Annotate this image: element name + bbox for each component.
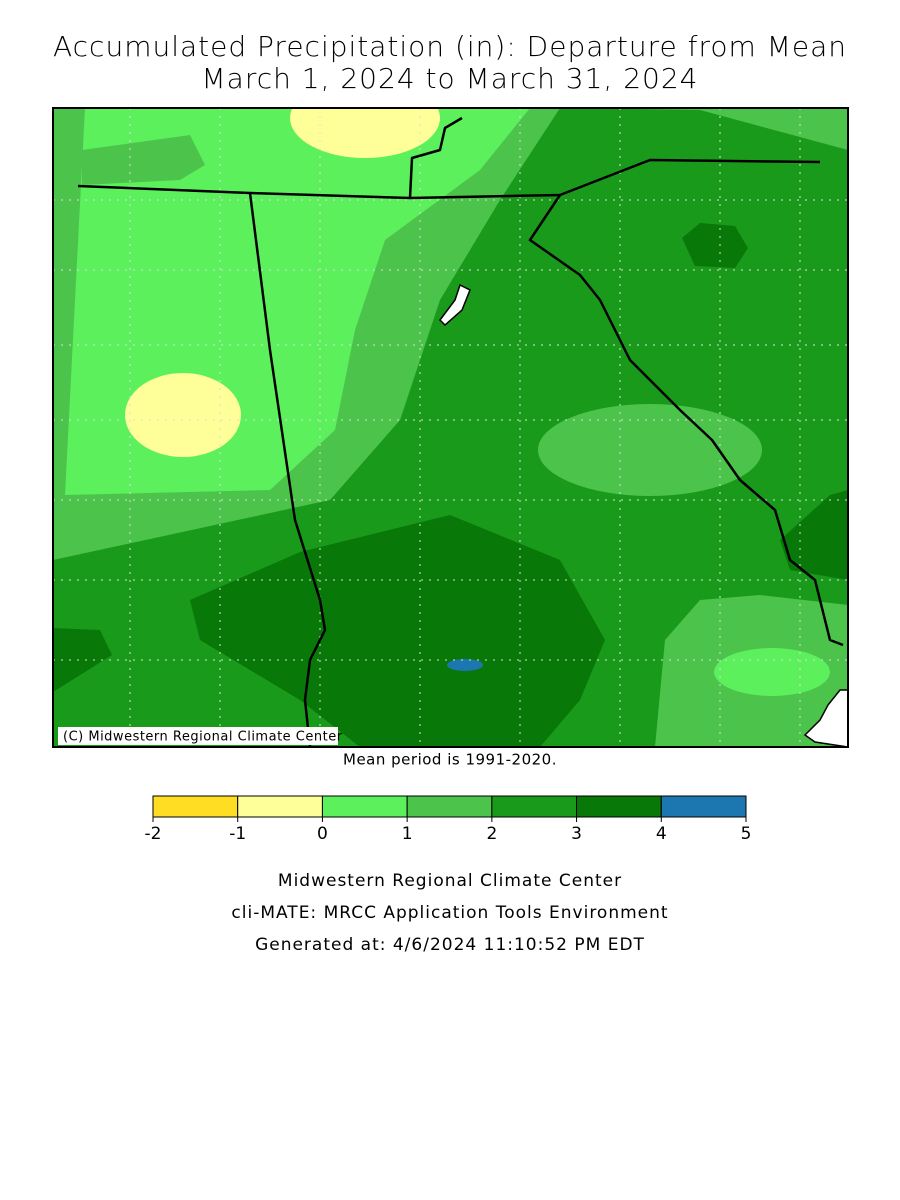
state-border	[77, 158, 821, 200]
colorbar-tick-label: 0	[317, 824, 328, 844]
state-border	[408, 116, 463, 199]
field-0-1	[714, 648, 830, 696]
map-frame	[52, 107, 849, 748]
colorbar-tick-label: 2	[486, 824, 497, 844]
colorbar-swatch	[152, 795, 239, 818]
footer: Midwestern Regional Climate Center cli-MA…	[231, 871, 668, 955]
footer-line: cli-MATE: MRCC Application Tools Environ…	[231, 903, 668, 923]
map-area: (C) Midwestern Regional Climate Center	[53, 108, 848, 747]
river-border	[528, 194, 844, 647]
field-3-4	[682, 223, 748, 268]
lake	[439, 283, 471, 327]
colorbar-swatch	[491, 795, 578, 818]
colorbar: -2 -1 0 1 2 3 4 5	[145, 795, 752, 844]
field-1-2	[82, 135, 205, 185]
title-line-2: March 1, 2024 to March 31, 2024	[202, 62, 699, 95]
colorbar-swatch	[237, 795, 323, 818]
colorbar-swatch	[576, 795, 662, 818]
colorbar-tick-label: 1	[402, 824, 413, 844]
footer-line: Midwestern Regional Climate Center	[278, 871, 622, 891]
colorbar-swatch	[321, 795, 408, 818]
colorbar-tick-label: 5	[741, 824, 752, 844]
coast	[803, 689, 848, 747]
field-4-5	[447, 659, 483, 671]
colorbar-tick-label: -2	[145, 824, 162, 844]
field-1-2	[570, 108, 848, 150]
colorbar-tick-label: -1	[229, 824, 246, 844]
field-3-4	[190, 515, 605, 747]
field-3-4	[53, 628, 112, 692]
colorbar-swatch	[660, 795, 747, 818]
colorbar-tick-label: 4	[656, 824, 667, 844]
mean-period-note: Mean period is 1991-2020.	[343, 751, 557, 769]
field-1-2	[538, 404, 762, 496]
state-border	[248, 192, 327, 747]
credit-box	[58, 727, 338, 745]
map-credit: (C) Midwestern Regional Climate Center	[63, 730, 343, 745]
title-line-1: Accumulated Precipitation (in): Departur…	[53, 30, 847, 63]
field-3-4	[780, 490, 848, 580]
field-neg1-0	[125, 373, 241, 457]
colorbar-tick-label: 3	[571, 824, 582, 844]
field-neg1-0	[290, 108, 440, 158]
footer-line: Generated at: 4/6/2024 11:10:52 PM EDT	[255, 935, 645, 955]
colorbar-swatch	[406, 795, 493, 818]
